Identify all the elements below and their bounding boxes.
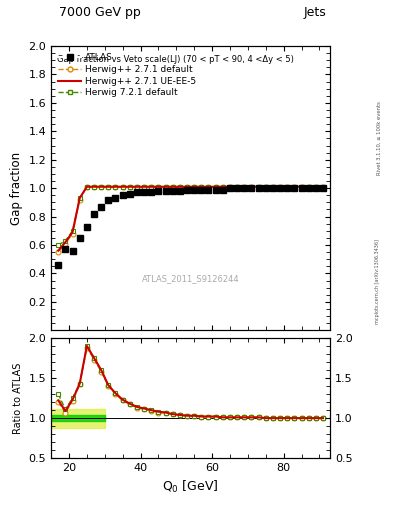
Text: ATLAS_2011_S9126244: ATLAS_2011_S9126244 xyxy=(142,274,239,284)
Text: Rivet 3.1.10, ≥ 100k events: Rivet 3.1.10, ≥ 100k events xyxy=(377,101,382,175)
Text: mcplots.cern.ch [arXiv:1306.3436]: mcplots.cern.ch [arXiv:1306.3436] xyxy=(375,239,380,324)
Y-axis label: Gap fraction: Gap fraction xyxy=(10,152,23,225)
Y-axis label: Ratio to ATLAS: Ratio to ATLAS xyxy=(13,362,23,434)
X-axis label: Q$_0$ [GeV]: Q$_0$ [GeV] xyxy=(162,479,219,495)
Text: Jets: Jets xyxy=(303,6,326,19)
Text: 7000 GeV pp: 7000 GeV pp xyxy=(59,6,141,19)
Text: Gap fraction vs Veto scale(LJ) (70 < pT < 90, 4 <Δy < 5): Gap fraction vs Veto scale(LJ) (70 < pT … xyxy=(57,55,294,63)
Legend: ATLAS, Herwig++ 2.7.1 default, Herwig++ 2.7.1 UE-EE-5, Herwig 7.2.1 default: ATLAS, Herwig++ 2.7.1 default, Herwig++ … xyxy=(55,51,199,100)
